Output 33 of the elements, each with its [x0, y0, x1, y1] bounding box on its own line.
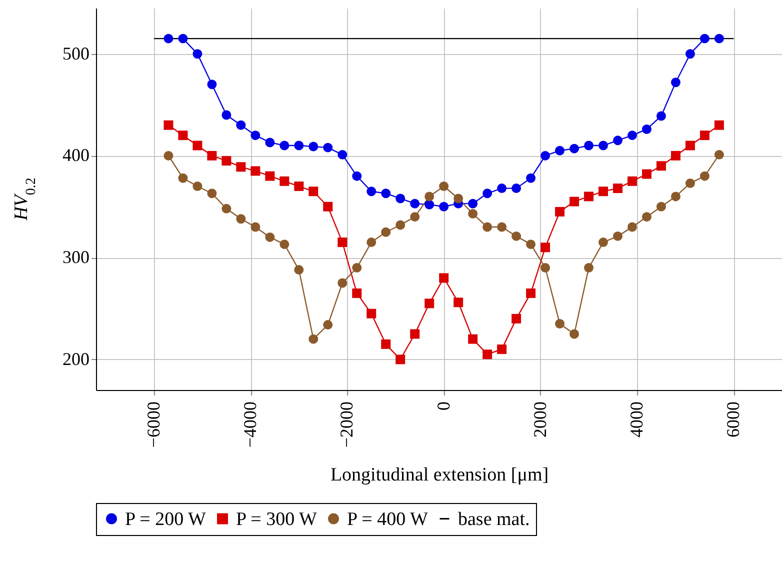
point [570, 329, 580, 339]
legend-label: P = 400 W [347, 508, 428, 530]
point [526, 288, 536, 298]
point [352, 288, 362, 298]
x-tick-label: 0 [433, 402, 454, 410]
x-tick-label: −6000 [143, 402, 164, 448]
x-tick-label: 2000 [530, 402, 550, 438]
point [627, 176, 637, 186]
y-tick-label: 200 [62, 348, 90, 369]
point [294, 182, 304, 192]
point [627, 222, 637, 232]
point [570, 196, 580, 206]
point [555, 206, 565, 216]
point [570, 144, 580, 154]
point [642, 169, 652, 179]
x-tick-label: −2000 [336, 402, 357, 448]
point [584, 192, 594, 202]
x-tick-label: −4000 [240, 402, 260, 448]
x-axis-title: Longitudinal extension [μm] [330, 464, 549, 486]
x-tick-label: 6000 [723, 402, 744, 438]
legend-label: P = 300 W [236, 508, 317, 530]
x-tick-label: 4000 [626, 402, 647, 438]
point [468, 209, 478, 219]
y-tick-label: 400 [62, 145, 90, 166]
point [584, 140, 594, 150]
point [642, 124, 652, 134]
legend-label: P = 200 W [125, 508, 206, 530]
point [642, 212, 652, 222]
y-tick-label: 300 [62, 247, 90, 268]
point [627, 130, 637, 140]
point [584, 263, 594, 272]
legend-label: base mat. [458, 508, 530, 530]
y-tick-label: 500 [62, 43, 90, 64]
